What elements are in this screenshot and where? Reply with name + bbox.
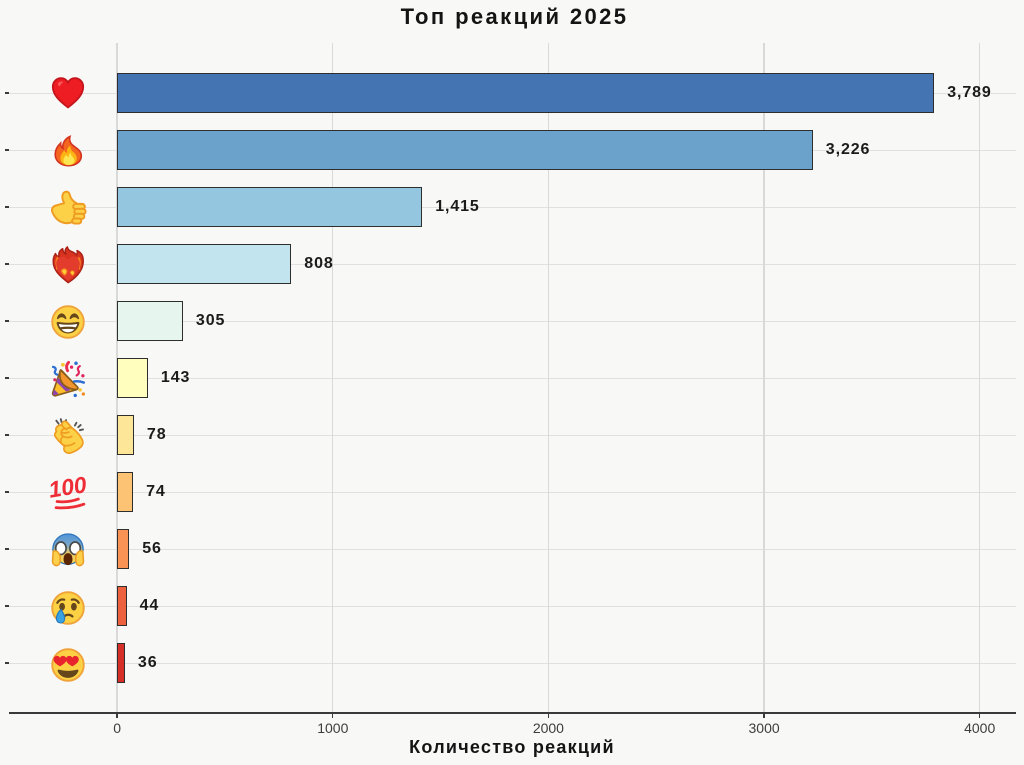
- svg-text:100: 100: [47, 471, 89, 503]
